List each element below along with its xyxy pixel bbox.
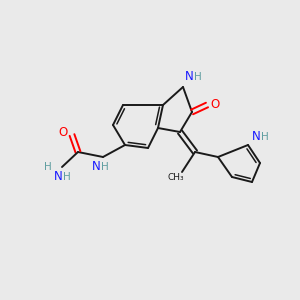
Text: N: N xyxy=(54,170,62,184)
Text: H: H xyxy=(194,72,202,82)
Text: N: N xyxy=(252,130,260,143)
Text: H: H xyxy=(101,162,109,172)
Text: N: N xyxy=(184,70,194,83)
Text: O: O xyxy=(58,127,68,140)
Text: N: N xyxy=(92,160,100,173)
Text: H: H xyxy=(44,162,52,172)
Text: O: O xyxy=(210,98,220,112)
Text: H: H xyxy=(63,172,71,182)
Text: CH₃: CH₃ xyxy=(168,172,184,182)
Text: H: H xyxy=(261,132,269,142)
